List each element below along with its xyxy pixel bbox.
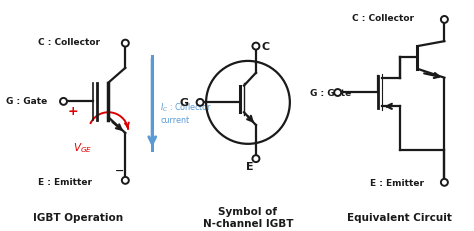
Text: $V_{GE}$: $V_{GE}$: [73, 140, 92, 154]
Text: $I_C$ : Collector
current: $I_C$ : Collector current: [160, 101, 212, 124]
Text: G : Gate: G : Gate: [310, 89, 351, 97]
Text: −: −: [115, 165, 124, 175]
Circle shape: [334, 90, 341, 97]
Text: G : Gate: G : Gate: [6, 97, 47, 105]
Circle shape: [197, 100, 204, 106]
Text: E: E: [246, 161, 254, 171]
Text: Symbol of
N-channel IGBT: Symbol of N-channel IGBT: [203, 206, 293, 228]
Text: +: +: [67, 104, 78, 117]
Circle shape: [122, 177, 129, 184]
Text: IGBT Operation: IGBT Operation: [33, 212, 124, 222]
Text: C: C: [262, 42, 270, 52]
Text: C : Collector: C : Collector: [37, 37, 100, 46]
Circle shape: [122, 40, 129, 47]
Text: E : Emitter: E : Emitter: [37, 177, 91, 186]
Circle shape: [60, 98, 67, 105]
Text: Equivalent Circuit: Equivalent Circuit: [347, 212, 452, 222]
Circle shape: [441, 17, 448, 24]
Text: C : Collector: C : Collector: [352, 14, 414, 23]
Circle shape: [253, 43, 259, 50]
Text: G: G: [180, 98, 189, 108]
Text: E : Emitter: E : Emitter: [370, 178, 424, 187]
Circle shape: [253, 155, 259, 162]
Circle shape: [441, 179, 448, 186]
